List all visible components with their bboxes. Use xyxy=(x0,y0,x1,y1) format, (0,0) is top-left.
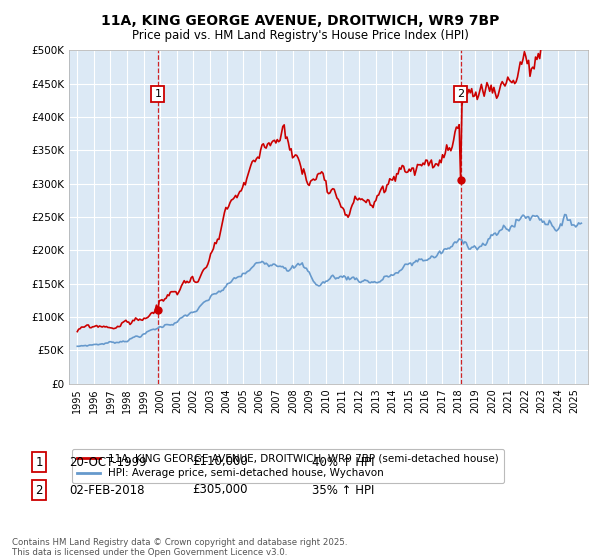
Text: 1: 1 xyxy=(154,88,161,99)
Text: £305,000: £305,000 xyxy=(192,483,248,497)
Text: 35% ↑ HPI: 35% ↑ HPI xyxy=(312,483,374,497)
Text: Price paid vs. HM Land Registry's House Price Index (HPI): Price paid vs. HM Land Registry's House … xyxy=(131,29,469,42)
Text: 40% ↑ HPI: 40% ↑ HPI xyxy=(312,455,374,469)
Text: Contains HM Land Registry data © Crown copyright and database right 2025.
This d: Contains HM Land Registry data © Crown c… xyxy=(12,538,347,557)
Text: £110,000: £110,000 xyxy=(192,455,248,469)
Text: 20-OCT-1999: 20-OCT-1999 xyxy=(69,455,146,469)
Legend: 11A, KING GEORGE AVENUE, DROITWICH, WR9 7BP (semi-detached house), HPI: Average : 11A, KING GEORGE AVENUE, DROITWICH, WR9 … xyxy=(71,449,504,483)
Text: 11A, KING GEORGE AVENUE, DROITWICH, WR9 7BP: 11A, KING GEORGE AVENUE, DROITWICH, WR9 … xyxy=(101,14,499,28)
Text: 1: 1 xyxy=(35,455,43,469)
Text: 2: 2 xyxy=(457,88,464,99)
Text: 2: 2 xyxy=(35,483,43,497)
Text: 02-FEB-2018: 02-FEB-2018 xyxy=(69,483,145,497)
